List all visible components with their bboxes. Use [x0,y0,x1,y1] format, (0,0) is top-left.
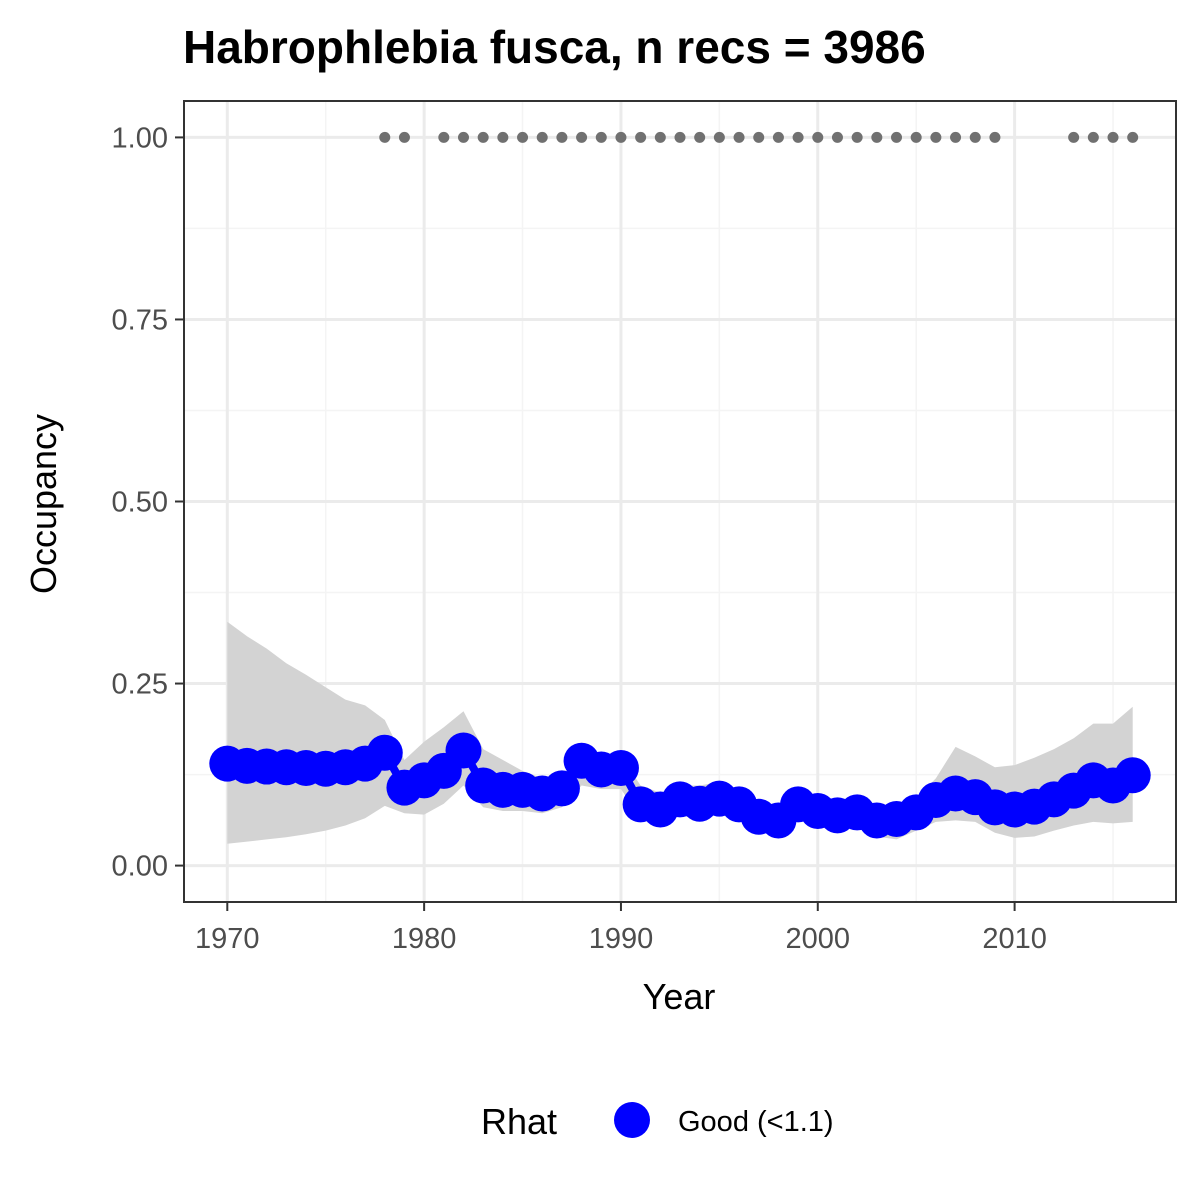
x-tick-label: 1970 [195,923,260,955]
record-marker [536,131,548,143]
record-marker [379,131,391,143]
y-axis-title: Occupancy [23,414,64,594]
record-marker [713,131,725,143]
occupancy-series [209,732,1151,839]
record-marker [812,131,824,143]
record-marker [674,131,686,143]
y-tick-label: 0.00 [112,851,168,883]
record-marker [772,131,784,143]
record-marker [694,131,706,143]
record-marker [398,131,410,143]
record-marker [1068,131,1080,143]
y-tick-label: 1.00 [112,122,168,154]
record-year-markers [379,131,1139,143]
record-marker [635,131,647,143]
record-marker [1107,131,1119,143]
ribbon-area [227,621,1133,844]
x-axis-title: Year [643,976,716,1017]
record-marker [576,131,588,143]
legend-key-good [614,1102,650,1138]
record-marker [595,131,607,143]
record-marker [969,131,981,143]
record-marker [891,131,903,143]
record-marker [753,131,765,143]
y-tick-label: 0.25 [112,669,168,701]
record-marker [950,131,962,143]
y-tick-label: 0.75 [112,304,168,336]
record-marker [733,131,745,143]
record-marker [1127,131,1139,143]
occupancy-point [445,732,482,769]
plot-panel [183,100,1177,903]
legend-label-good: Good (<1.1) [678,1106,834,1138]
record-marker [910,131,922,143]
record-marker [556,131,568,143]
record-marker [438,131,450,143]
x-tick-label: 1980 [392,923,457,955]
record-marker [989,131,1001,143]
legend: Rhat Good (<1.1) [481,1101,834,1142]
occupancy-point [602,750,639,787]
record-marker [851,131,863,143]
x-tick-label: 2010 [982,923,1047,955]
legend-title: Rhat [481,1101,557,1142]
record-marker [615,131,627,143]
chart-title: Habrophlebia fusca, n recs = 3986 [183,21,926,73]
record-marker [831,131,843,143]
y-tick-label: 0.50 [112,487,168,519]
record-marker [654,131,666,143]
record-marker [792,131,804,143]
record-marker [1087,131,1099,143]
occupancy-point [543,770,580,807]
x-tick-label: 1990 [589,923,654,955]
y-axis: 0.00 0.25 0.50 0.75 1.00 [112,122,184,883]
occupancy-point [1114,757,1151,794]
credible-interval-ribbon [227,621,1133,844]
record-marker [457,131,469,143]
occupancy-point [366,734,403,771]
x-axis: 1970 1980 1990 2000 2010 [195,902,1047,955]
record-marker [930,131,942,143]
record-marker [871,131,883,143]
record-marker [517,131,529,143]
x-tick-label: 2000 [786,923,851,955]
record-marker [477,131,489,143]
record-marker [497,131,509,143]
